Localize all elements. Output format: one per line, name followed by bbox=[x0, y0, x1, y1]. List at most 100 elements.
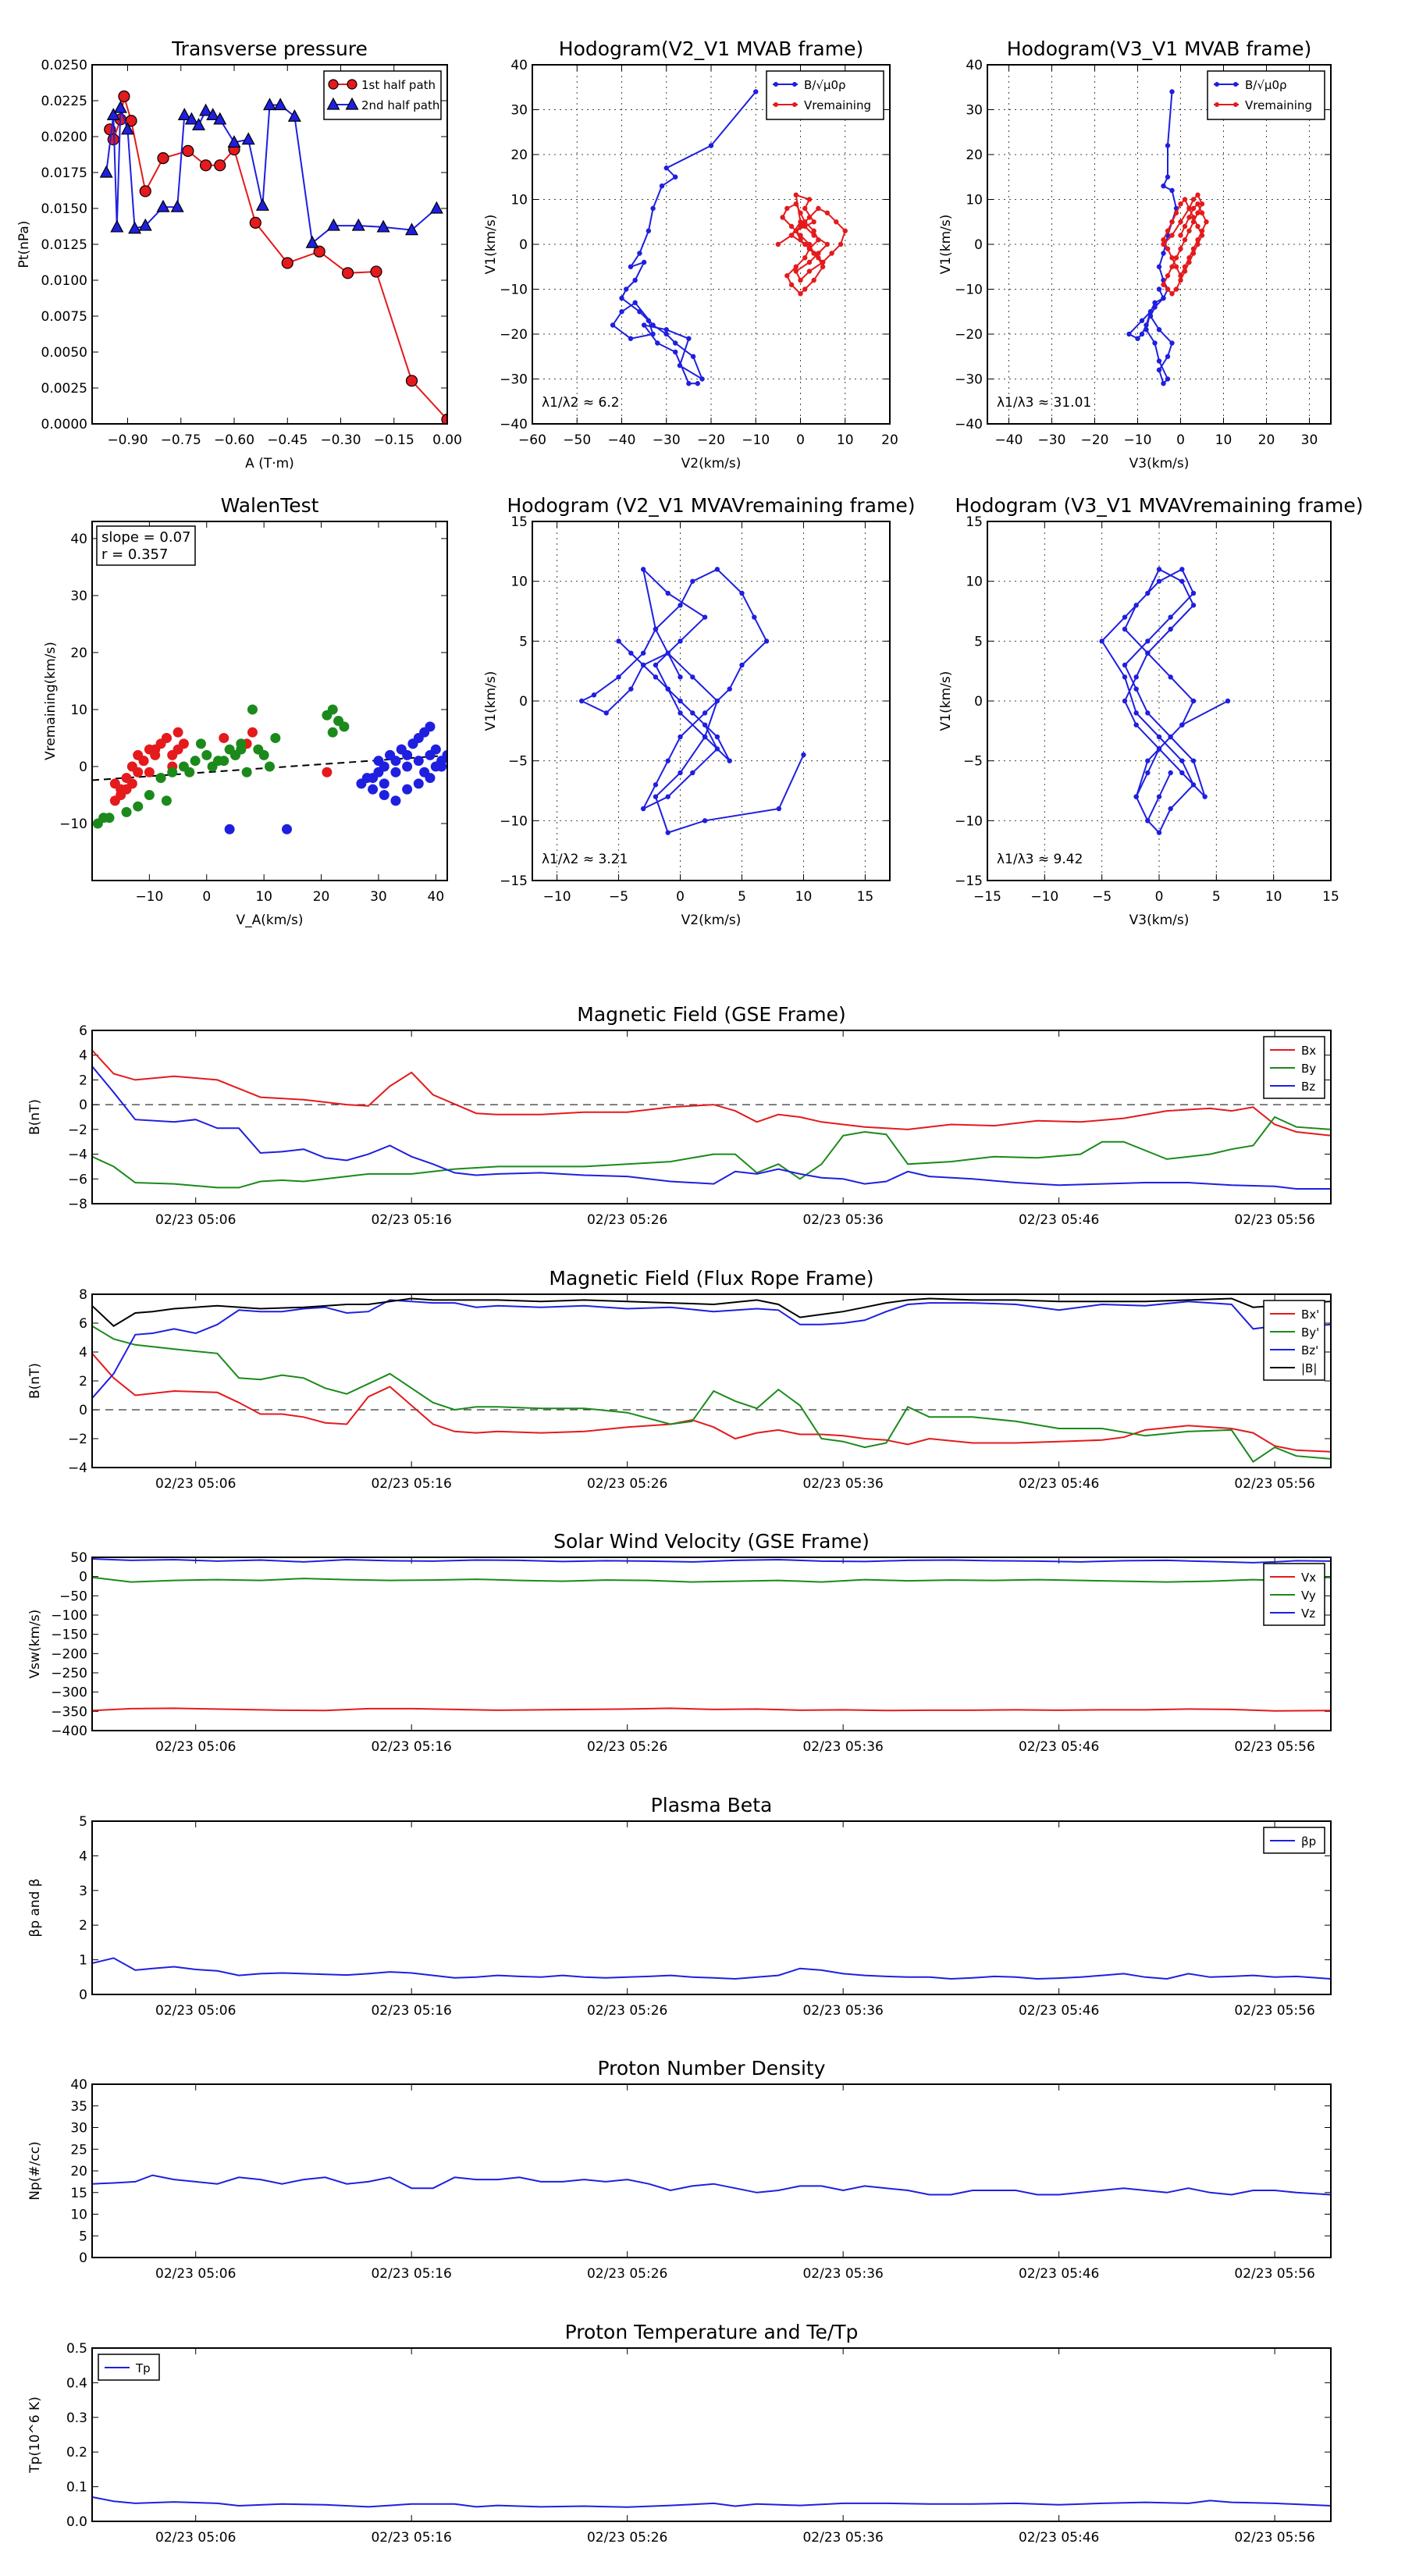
y-tick-label: −10 bbox=[955, 813, 983, 829]
data-point bbox=[1195, 241, 1200, 247]
y-tick-label: 15 bbox=[510, 514, 528, 530]
data-point bbox=[702, 818, 708, 824]
data-point bbox=[326, 218, 340, 231]
data-point bbox=[798, 237, 803, 243]
data-point bbox=[1152, 304, 1158, 310]
y-tick-label: 0.3 bbox=[66, 2411, 87, 2426]
x-tick-label: 02/23 05:06 bbox=[155, 2003, 236, 2019]
x-tick-label: 02/23 05:16 bbox=[371, 2530, 451, 2546]
series-0 bbox=[109, 727, 333, 806]
data-point bbox=[118, 90, 130, 103]
y-tick-label: 10 bbox=[966, 193, 983, 208]
legend-box bbox=[323, 70, 442, 120]
y-tick-label: 0 bbox=[79, 1403, 87, 1418]
series-line bbox=[1101, 568, 1229, 834]
series-line bbox=[105, 104, 437, 245]
x-tick-label: 02/23 05:16 bbox=[371, 2266, 451, 2282]
series-line bbox=[108, 96, 447, 421]
y-axis-label: Np(#/cc) bbox=[27, 2141, 43, 2200]
data-point bbox=[109, 795, 120, 806]
data-point bbox=[1165, 246, 1171, 251]
data-point bbox=[578, 698, 585, 704]
x-tick-label: 5 bbox=[1212, 889, 1221, 905]
x-axis-label: V2(km/s) bbox=[681, 913, 742, 928]
y-tick-label: 4 bbox=[79, 1848, 87, 1864]
data-point bbox=[247, 704, 258, 715]
data-point bbox=[370, 265, 382, 278]
data-point bbox=[806, 259, 813, 265]
x-tick-label: −10 bbox=[742, 432, 770, 448]
plot-area bbox=[92, 1297, 1331, 1463]
data-point bbox=[616, 639, 621, 644]
data-point bbox=[793, 264, 799, 269]
data-point bbox=[161, 732, 172, 743]
y-tick-label: 5 bbox=[519, 634, 528, 649]
y-tick-label: 3 bbox=[79, 1884, 87, 1899]
x-tick-label: −5 bbox=[609, 889, 628, 905]
x-tick-label: 02/23 05:46 bbox=[1019, 2266, 1099, 2282]
y-tick-label: −4 bbox=[68, 1147, 87, 1163]
y-tick-label: −300 bbox=[51, 1685, 87, 1701]
data-point bbox=[322, 767, 333, 777]
y-tick-label: −250 bbox=[51, 1666, 87, 1681]
y-tick-label: 6 bbox=[79, 1023, 87, 1039]
data-point bbox=[1165, 286, 1171, 292]
y-tick-label: 50 bbox=[70, 1550, 87, 1566]
data-point bbox=[328, 79, 339, 90]
data-point bbox=[1178, 219, 1183, 225]
legend-label: 2nd half path bbox=[361, 98, 439, 112]
data-point bbox=[798, 219, 803, 225]
y-tick-label: 0 bbox=[79, 1987, 87, 2003]
y-tick-label: −20 bbox=[500, 327, 528, 343]
x-tick-label: 10 bbox=[1265, 889, 1282, 905]
data-point bbox=[1225, 698, 1231, 704]
y-tick-label: 0.2 bbox=[66, 2445, 87, 2460]
x-tick-label: 02/23 05:46 bbox=[1019, 2530, 1099, 2546]
y-tick-label: 20 bbox=[70, 646, 87, 661]
legend-label: B/√μ0ρ bbox=[804, 78, 846, 92]
y-tick-label: 0.0125 bbox=[41, 237, 87, 253]
x-tick-label: −40 bbox=[608, 432, 636, 448]
data-point bbox=[1182, 223, 1188, 229]
series-tp bbox=[92, 2496, 1331, 2508]
data-point bbox=[802, 286, 808, 292]
data-point bbox=[714, 567, 720, 572]
plot-frame bbox=[91, 1820, 1332, 1995]
legend-label: 1st half path bbox=[361, 78, 436, 92]
data-point bbox=[699, 376, 705, 382]
y-tick-label: −10 bbox=[500, 813, 528, 829]
y-tick-label: 30 bbox=[70, 589, 87, 604]
data-point bbox=[287, 109, 301, 122]
data-point bbox=[1178, 277, 1183, 283]
data-point bbox=[793, 201, 799, 207]
y-tick-label: 30 bbox=[70, 2121, 87, 2137]
y-tick-label: 10 bbox=[70, 703, 87, 718]
data-point bbox=[182, 144, 194, 157]
series-vremaining bbox=[1161, 192, 1209, 297]
x-tick-label: 02/23 05:56 bbox=[1234, 2003, 1314, 2019]
data-point bbox=[665, 758, 670, 763]
chart-h4: Hodogram (V3_V1 MVAVremaining frame)−15−… bbox=[938, 494, 1364, 928]
data-point bbox=[641, 259, 647, 265]
plot-area bbox=[99, 90, 447, 424]
y-tick-label: 30 bbox=[510, 103, 528, 119]
plot-area bbox=[92, 2174, 1331, 2196]
data-point bbox=[1179, 758, 1185, 763]
series-line bbox=[92, 1558, 1331, 1564]
y-tick-label: 0.0000 bbox=[41, 417, 87, 432]
data-point bbox=[1190, 197, 1197, 202]
data-point bbox=[678, 603, 683, 608]
y-axis-label: Vremaining(km/s) bbox=[43, 642, 59, 760]
x-tick-label: −10 bbox=[1124, 432, 1152, 448]
legend-box bbox=[1207, 70, 1325, 120]
data-point bbox=[1179, 770, 1185, 776]
data-point bbox=[816, 251, 821, 256]
plot-area bbox=[1099, 567, 1231, 835]
x-tick-label: −0.75 bbox=[161, 432, 201, 448]
data-point bbox=[690, 770, 695, 776]
data-point bbox=[1233, 82, 1238, 87]
chart-title: Magnetic Field (GSE Frame) bbox=[577, 1003, 845, 1026]
y-tick-label: −8 bbox=[68, 1197, 87, 1212]
data-point bbox=[702, 710, 708, 716]
plot-frame bbox=[91, 1293, 1332, 1468]
